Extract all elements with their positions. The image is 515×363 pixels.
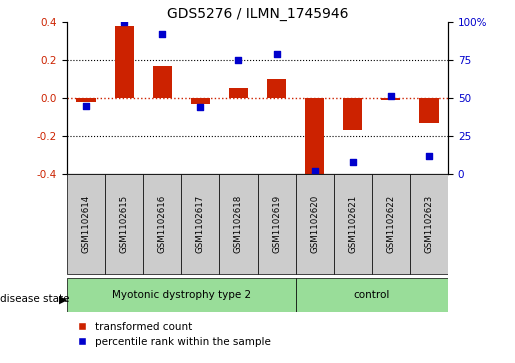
Text: disease state: disease state	[0, 294, 70, 305]
Text: Myotonic dystrophy type 2: Myotonic dystrophy type 2	[112, 290, 251, 300]
Point	[311, 168, 319, 174]
Bar	[67, 278, 296, 312]
Text: GSM1102621: GSM1102621	[348, 195, 357, 253]
Point	[272, 51, 281, 57]
Text: GSM1102619: GSM1102619	[272, 195, 281, 253]
Bar	[191, 98, 210, 104]
Text: ▶: ▶	[59, 294, 68, 305]
Bar	[219, 174, 258, 274]
Point	[196, 104, 204, 110]
Bar	[267, 79, 286, 98]
Point	[387, 94, 395, 99]
Bar	[181, 174, 219, 274]
Text: control: control	[354, 290, 390, 300]
Bar	[229, 89, 248, 98]
Bar	[296, 174, 334, 274]
Bar	[419, 98, 439, 123]
Bar	[372, 174, 410, 274]
Bar	[305, 98, 324, 174]
Text: GSM1102622: GSM1102622	[386, 195, 396, 253]
Bar	[382, 98, 401, 100]
Bar	[296, 278, 448, 312]
Bar	[143, 174, 181, 274]
Bar	[67, 174, 105, 274]
Point	[120, 19, 128, 25]
Text: GSM1102620: GSM1102620	[310, 195, 319, 253]
Title: GDS5276 / ILMN_1745946: GDS5276 / ILMN_1745946	[167, 7, 348, 21]
Bar	[105, 174, 143, 274]
Bar	[334, 174, 372, 274]
Text: GSM1102618: GSM1102618	[234, 195, 243, 253]
Bar	[114, 25, 134, 98]
Text: GSM1102623: GSM1102623	[424, 195, 434, 253]
Text: GSM1102617: GSM1102617	[196, 195, 205, 253]
Bar	[153, 66, 172, 98]
Bar	[344, 98, 363, 130]
Point	[425, 153, 433, 159]
Text: GSM1102615: GSM1102615	[119, 195, 129, 253]
Point	[349, 159, 357, 165]
Bar	[258, 174, 296, 274]
Point	[82, 103, 90, 109]
Point	[158, 31, 166, 37]
Legend: transformed count, percentile rank within the sample: transformed count, percentile rank withi…	[72, 317, 275, 351]
Bar	[410, 174, 448, 274]
Bar	[76, 98, 96, 102]
Point	[234, 57, 243, 63]
Text: GSM1102614: GSM1102614	[81, 195, 91, 253]
Text: GSM1102616: GSM1102616	[158, 195, 167, 253]
